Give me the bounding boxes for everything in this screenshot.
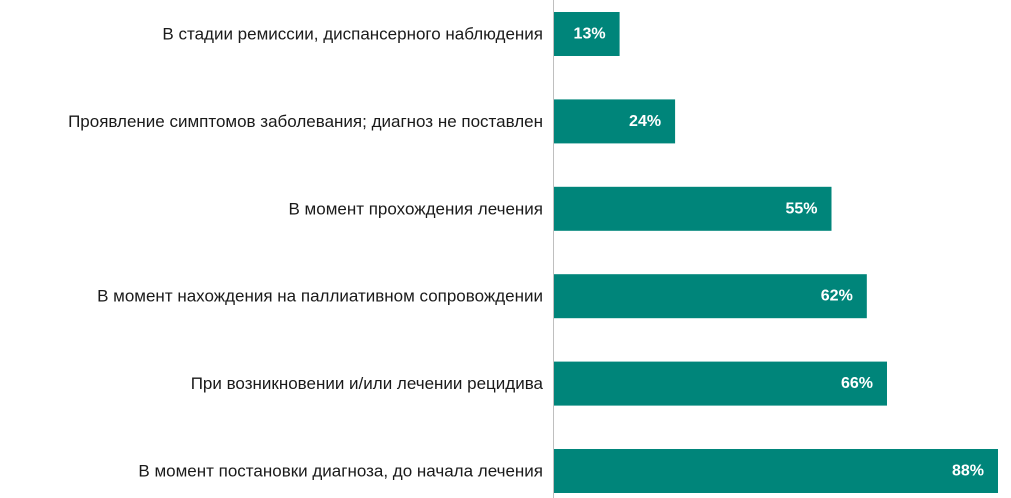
bar-2 <box>554 99 676 144</box>
bar-1 <box>554 12 620 56</box>
category-label-6: В момент постановки диагноза, до начала … <box>138 462 543 481</box>
category-label-3: В момент прохождения лечения <box>288 199 543 218</box>
value-label-4: 62% <box>821 288 853 305</box>
bar-5 <box>554 361 887 406</box>
value-labels-group: 13% 24% 55% 62% 66% 88% <box>574 26 984 480</box>
bars-group <box>554 12 998 493</box>
value-label-1: 13% <box>574 26 606 43</box>
bar-3 <box>554 186 832 231</box>
category-label-4: В момент нахождения на паллиативном сопр… <box>97 287 543 306</box>
category-label-2: Проявление симптомов заболевания; диагно… <box>68 112 543 131</box>
value-label-6: 88% <box>952 463 984 480</box>
value-label-2: 24% <box>629 113 661 130</box>
bar-6 <box>554 449 998 493</box>
bar-4 <box>554 274 867 319</box>
value-label-3: 55% <box>785 200 817 217</box>
category-label-1: В стадии ремиссии, диспансерного наблюде… <box>162 25 543 44</box>
category-labels-group: В стадии ремиссии, диспансерного наблюде… <box>68 25 543 481</box>
category-label-5: При возникновении и/или лечении рецидива <box>191 374 544 393</box>
value-label-5: 66% <box>841 375 873 392</box>
